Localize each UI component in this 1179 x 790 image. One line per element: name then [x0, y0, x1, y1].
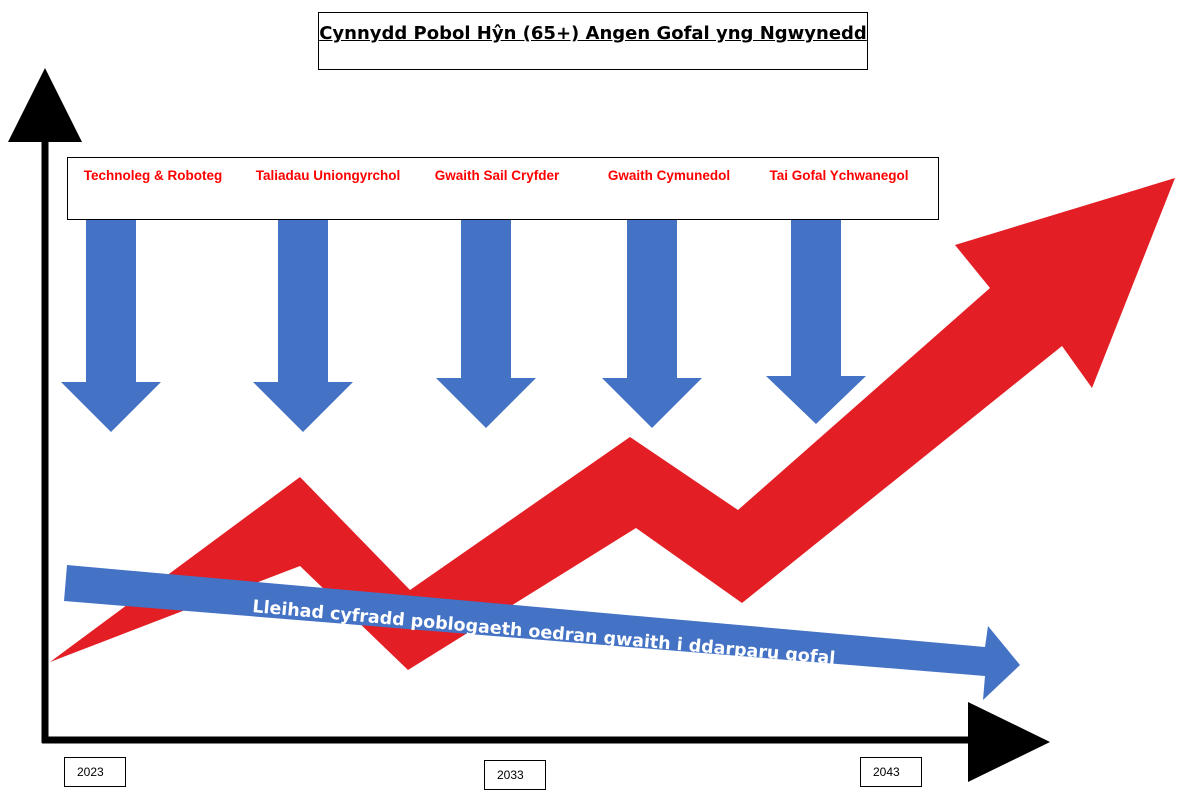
y-axis-arrowhead — [8, 68, 82, 142]
year-box-2043: 2043 — [860, 757, 922, 787]
strategy-arrow-technoleg — [61, 220, 161, 432]
year-label-2033: 2033 — [497, 768, 524, 782]
year-box-2033: 2033 — [484, 760, 546, 790]
strategy-label-gwaith-sail: Gwaith Sail Cryfder — [434, 168, 560, 183]
x-axis-arrowhead — [968, 702, 1050, 782]
strategy-label-taliadau: Taliadau Uniongyrchol — [255, 168, 401, 183]
strategy-arrow-taliadau — [253, 220, 353, 432]
year-box-2023: 2023 — [64, 757, 126, 787]
strategies-box: Technoleg & Roboteg Taliadau Uniongyrcho… — [67, 157, 939, 220]
strategy-arrows — [61, 220, 866, 432]
strategy-arrow-gwaith-cymunedol — [602, 220, 702, 428]
title-box: Cynnydd Pobol Hŷn (65+) Angen Gofal yng … — [318, 12, 868, 70]
workforce-decline-arrow — [64, 565, 1020, 700]
strategy-label-technoleg: Technoleg & Roboteg — [83, 168, 223, 183]
strategy-arrow-gwaith-sail — [436, 220, 536, 428]
strategy-arrow-tai-gofal — [766, 220, 866, 424]
year-label-2023: 2023 — [77, 765, 104, 779]
strategy-label-tai-gofal: Tai Gofal Ychwanegol — [769, 168, 909, 183]
year-label-2043: 2043 — [873, 765, 900, 779]
strategy-label-gwaith-cymunedol: Gwaith Cymunedol — [607, 168, 731, 183]
demand-rising-arrow — [50, 178, 1175, 670]
diagram-title: Cynnydd Pobol Hŷn (65+) Angen Gofal yng … — [319, 23, 867, 44]
